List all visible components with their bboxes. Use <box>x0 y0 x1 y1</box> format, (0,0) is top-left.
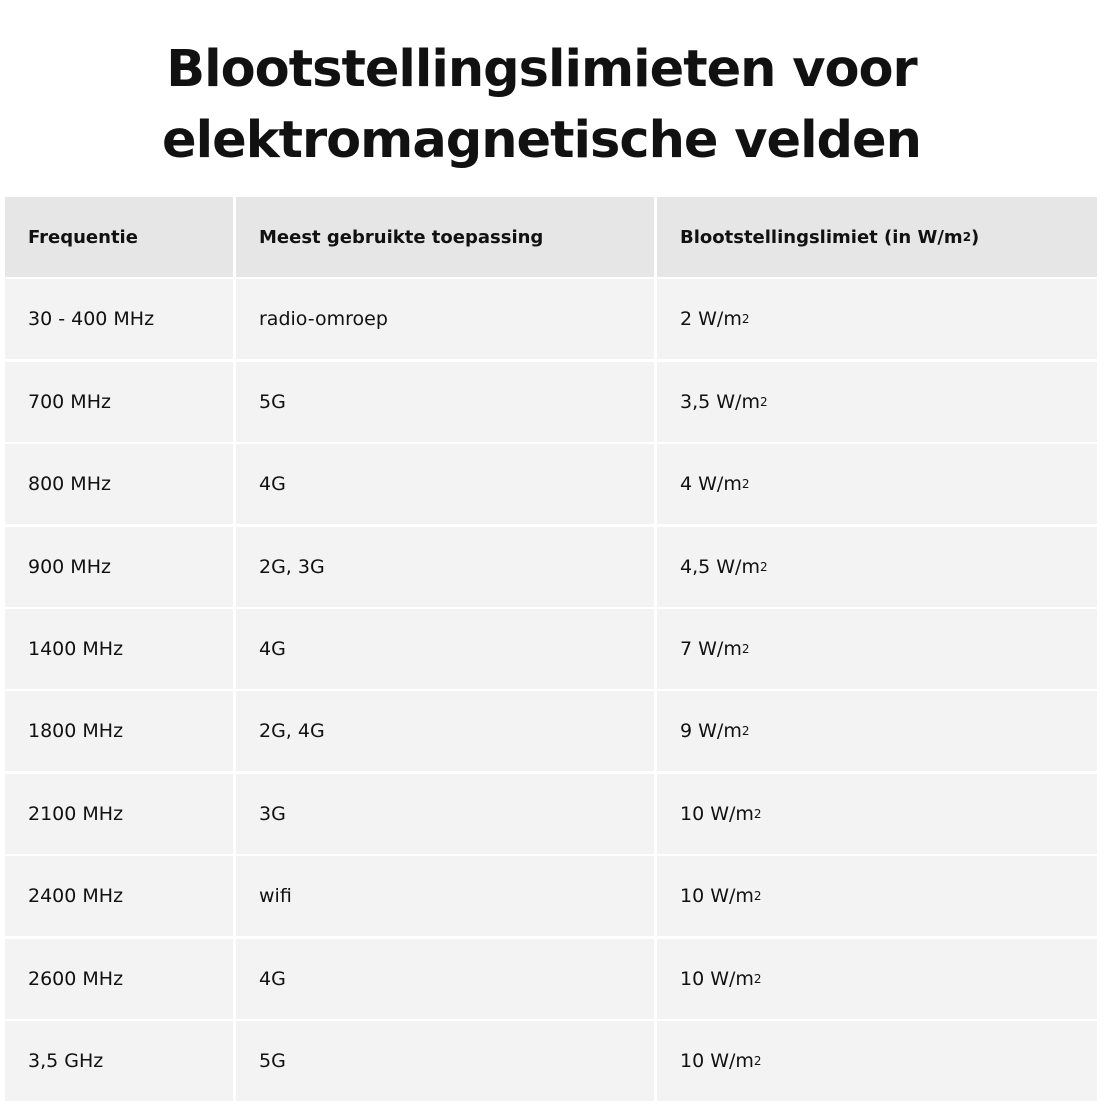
table-cell: 9 W/m 2 <box>657 691 1097 772</box>
table-cell: 4G <box>236 938 654 1019</box>
table-cell: 2600 MHz <box>5 938 233 1019</box>
table-cell: 30 - 400 MHz <box>5 279 233 360</box>
column-header: Meest gebruikte toepassing <box>236 197 654 277</box>
table-cell: 4 W/m 2 <box>657 444 1097 525</box>
table-cell: 3,5 W/m 2 <box>657 361 1097 442</box>
table-cell: 5G <box>236 361 654 442</box>
table-cell: 2 W/m 2 <box>657 279 1097 360</box>
table-cell: 4G <box>236 608 654 689</box>
table-cell: wifi <box>236 856 654 937</box>
title-line-2: elektromagnetische velden <box>162 111 922 170</box>
table-cell: 3G <box>236 773 654 854</box>
table-cell: 1400 MHz <box>5 608 233 689</box>
title-line-1: Blootstellingslimieten voor <box>166 40 917 99</box>
table-cell: 1800 MHz <box>5 691 233 772</box>
table-cell: 2400 MHz <box>5 856 233 937</box>
table-cell: 800 MHz <box>5 444 233 525</box>
table-cell: 10 W/m 2 <box>657 1020 1097 1101</box>
table-cell: 4,5 W/m 2 <box>657 526 1097 607</box>
exposure-limits-table: Frequentie Meest gebruikte toepassing Bloo… <box>5 197 1097 1101</box>
table-cell: 700 MHz <box>5 361 233 442</box>
table-cell: 7 W/m 2 <box>657 608 1097 689</box>
table-cell: 2G, 4G <box>236 691 654 772</box>
table-cell: 3,5 GHz <box>5 1020 233 1101</box>
table-cell: 10 W/m 2 <box>657 773 1097 854</box>
table-cell: 2G, 3G <box>236 526 654 607</box>
column-header: Frequentie <box>5 197 233 277</box>
column-header: Blootstellingslimiet (in W/m 2) <box>657 197 1097 277</box>
table-cell: 5G <box>236 1020 654 1101</box>
table-cell: radio-omroep <box>236 279 654 360</box>
table-cell: 900 MHz <box>5 526 233 607</box>
page-title: Blootstellingslimieten voor elektromagne… <box>0 34 1083 176</box>
table-cell: 10 W/m 2 <box>657 938 1097 1019</box>
table-cell: 10 W/m 2 <box>657 856 1097 937</box>
table-cell: 2100 MHz <box>5 773 233 854</box>
table-cell: 4G <box>236 444 654 525</box>
